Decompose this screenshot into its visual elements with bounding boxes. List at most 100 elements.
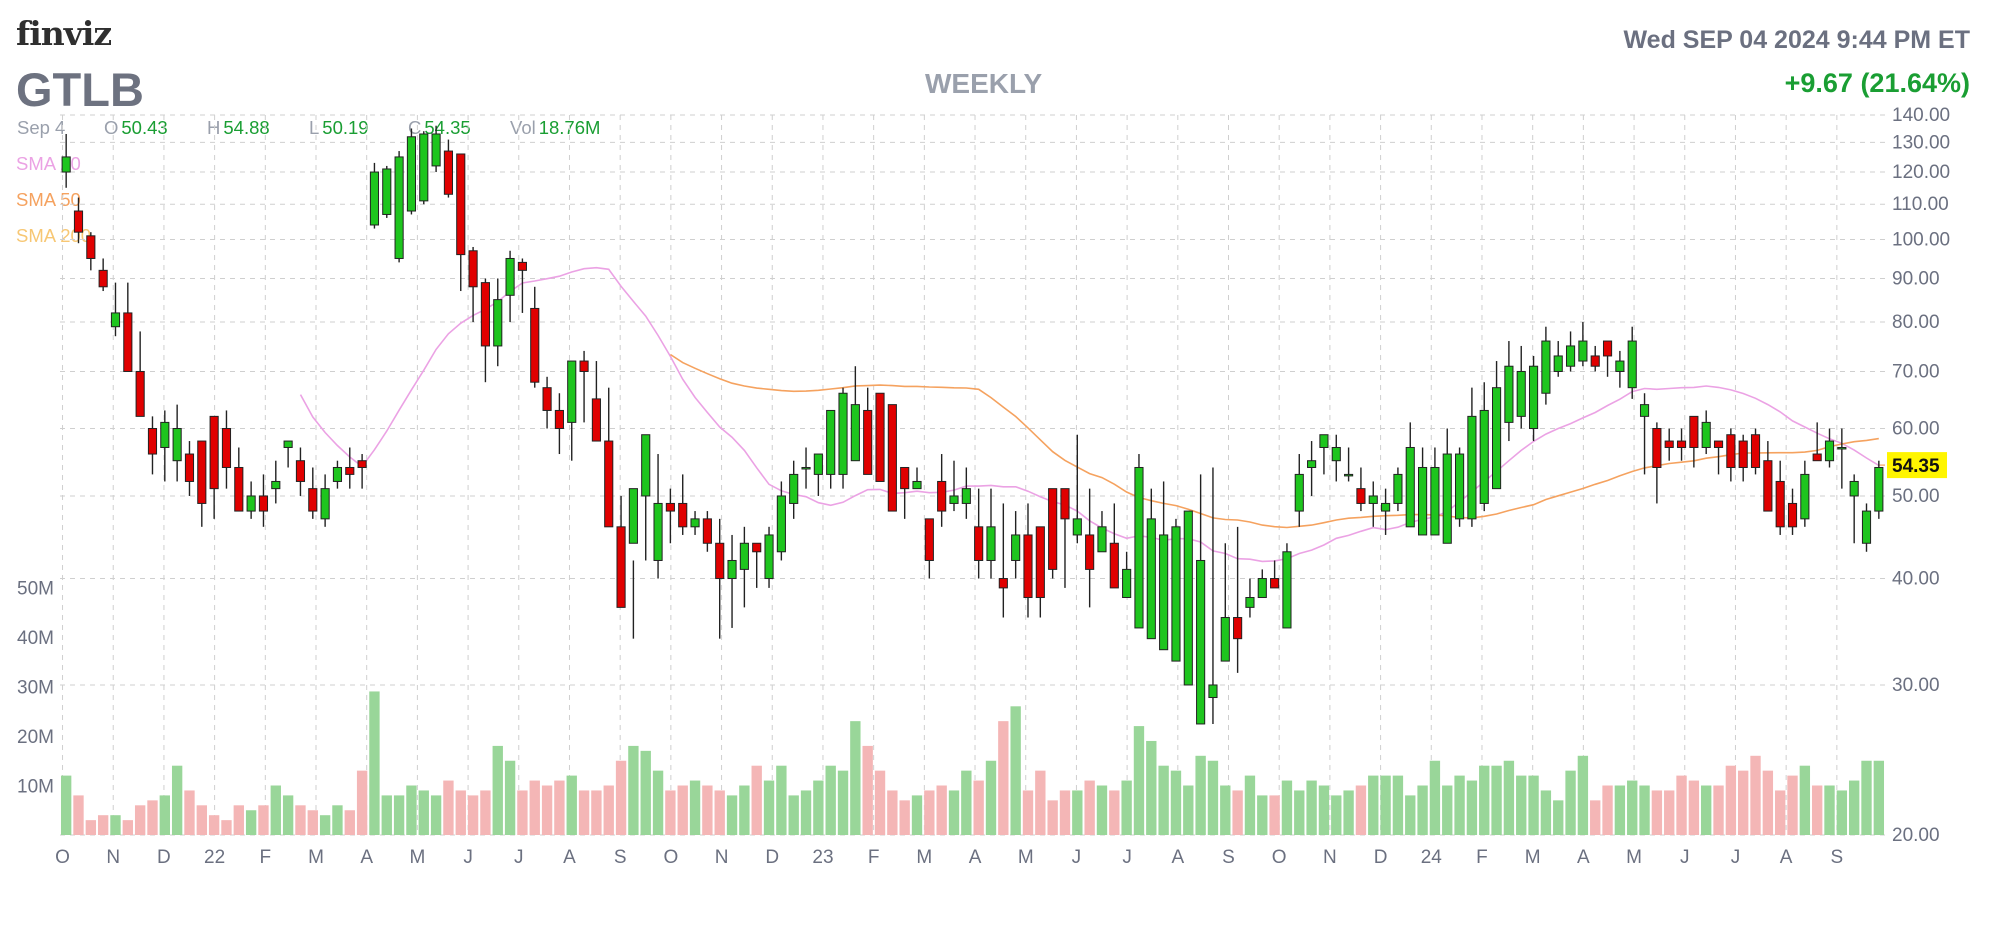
- volume-bar: [1096, 785, 1108, 835]
- candle-up: [949, 495, 959, 504]
- candle-down: [591, 398, 601, 442]
- volume-bar: [726, 795, 738, 835]
- volume-bar: [1590, 800, 1601, 835]
- x-tick-label: A: [1171, 847, 1184, 868]
- volume-bar: [295, 805, 306, 835]
- volume-bar: [825, 765, 836, 835]
- volume-bar: [813, 780, 824, 835]
- volume-bar: [282, 795, 294, 835]
- volume-bar: [85, 820, 97, 835]
- ohlc-vol-value: 18.76M: [538, 117, 601, 138]
- volume-bar: [1577, 755, 1589, 835]
- candle-up: [641, 434, 651, 497]
- volume-bar: [1479, 765, 1490, 835]
- volume-bar: [850, 721, 861, 835]
- candle-up: [1134, 466, 1144, 629]
- x-tick-label: M: [1525, 847, 1541, 868]
- volume-bar: [1207, 760, 1219, 835]
- volume-bar: [1836, 790, 1848, 835]
- volume-bar: [1306, 780, 1317, 835]
- candle-down: [887, 404, 897, 512]
- volume-bar: [1022, 790, 1034, 835]
- price-tick-label: 140.00: [1892, 105, 1950, 126]
- price-tick-label: 70.00: [1892, 361, 1940, 382]
- candle-up: [160, 421, 170, 448]
- candle-up: [1639, 404, 1650, 417]
- volume-bar: [393, 795, 405, 835]
- price-tick-label: 80.00: [1892, 312, 1940, 333]
- candle-up: [1701, 421, 1711, 448]
- volume-bar: [1318, 785, 1330, 835]
- volume-bar: [245, 810, 257, 835]
- candle-down: [579, 360, 589, 372]
- volume-bar: [566, 775, 577, 835]
- candle-up: [826, 409, 836, 475]
- volume-bar: [751, 765, 762, 835]
- candle-down: [1060, 488, 1070, 520]
- candle-down: [295, 460, 306, 482]
- candle-up: [1294, 473, 1304, 512]
- volume-bar: [122, 820, 133, 835]
- x-tick-label: J: [1731, 847, 1741, 868]
- candle-up: [1861, 510, 1872, 544]
- volume-bar: [1133, 726, 1145, 835]
- candle-up: [850, 404, 860, 462]
- x-tick-label: 23: [812, 847, 833, 868]
- candle-down: [752, 542, 762, 553]
- candle-down: [1602, 340, 1613, 357]
- candle-down: [974, 526, 984, 561]
- volume-bar: [1232, 790, 1243, 835]
- finviz-logo[interactable]: finviz: [16, 14, 112, 53]
- volume-bar: [924, 790, 935, 835]
- volume-bar: [184, 790, 195, 835]
- price-tick-label: 90.00: [1892, 268, 1940, 289]
- candle-up: [986, 526, 996, 561]
- candle-down: [221, 428, 232, 468]
- volume-bar: [147, 800, 158, 835]
- volume-bar: [1158, 765, 1169, 835]
- x-tick-label: S: [1830, 847, 1843, 868]
- candle-up: [1368, 495, 1378, 504]
- volume-bar: [1762, 770, 1774, 835]
- x-tick-label: J: [1122, 847, 1132, 868]
- volume-bar: [369, 691, 380, 835]
- candle-down: [517, 261, 527, 271]
- volume-bar: [1614, 785, 1626, 835]
- candle-down: [937, 480, 947, 512]
- candle-up: [1097, 526, 1107, 553]
- candle-up: [1183, 510, 1193, 686]
- candle-down: [1590, 355, 1600, 367]
- volume-bar: [307, 810, 318, 835]
- volume-bar: [739, 785, 750, 835]
- volume-bar: [603, 785, 614, 835]
- candle-up: [246, 495, 256, 512]
- volume-bar: [1429, 760, 1441, 835]
- candle-up: [961, 488, 971, 504]
- candle-up: [1578, 340, 1588, 362]
- x-tick-label: M: [1626, 847, 1642, 868]
- candle-down: [863, 409, 873, 475]
- volume-bar: [1010, 706, 1021, 835]
- ohlc-high: H 54.88: [207, 117, 270, 139]
- x-tick-label: J: [1072, 847, 1082, 868]
- candle-up: [1418, 466, 1428, 536]
- volume-bar: [1503, 760, 1515, 835]
- volume-bar: [578, 790, 590, 835]
- candle-down: [123, 312, 133, 372]
- candle-down: [1356, 488, 1366, 504]
- candle-down: [468, 250, 478, 288]
- volume-bar: [554, 780, 565, 835]
- chart-datetime: Wed SEP 04 2024 9:44 PM ET: [1623, 26, 1970, 54]
- candle-down: [147, 428, 158, 455]
- candle-down: [1775, 480, 1785, 528]
- volume-bar: [1553, 800, 1564, 835]
- x-tick-label: A: [563, 847, 576, 868]
- volume-bar: [430, 795, 442, 835]
- ohlc-date-value: Sep 4: [17, 117, 66, 138]
- volume-bar: [628, 745, 639, 835]
- volume-bar: [1664, 790, 1675, 835]
- candle-down: [678, 502, 688, 528]
- volume-bar: [1688, 780, 1700, 835]
- volume-bar: [887, 790, 898, 835]
